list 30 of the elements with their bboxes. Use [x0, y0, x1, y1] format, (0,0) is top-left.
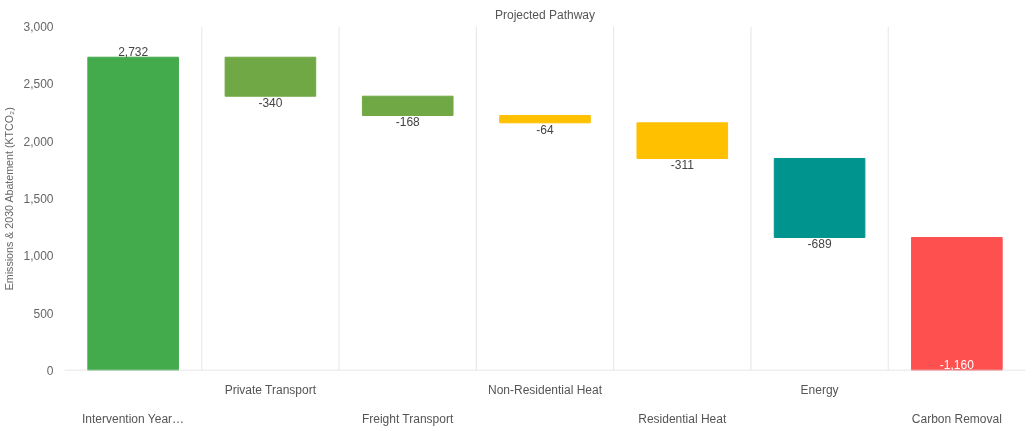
data-label: -64: [536, 122, 554, 137]
y-tick-label: 3,000: [23, 20, 54, 34]
bar: [773, 157, 866, 238]
y-tick-label: 500: [33, 306, 54, 321]
y-tick-label: 2,500: [23, 77, 54, 92]
x-tick-label: Carbon Removal: [911, 411, 1002, 426]
x-tick-label: Freight Transport: [361, 411, 454, 426]
chart-title: Projected Pathway: [494, 7, 596, 22]
x-tick-label: Private Transport: [224, 382, 317, 397]
bar: [636, 122, 729, 159]
data-label: -1,160: [939, 357, 975, 372]
data-label: -340: [258, 95, 283, 110]
x-tick-label: Non-Residential Heat: [487, 382, 603, 397]
y-tick-label: 1,500: [23, 192, 54, 206]
bar: [361, 95, 454, 116]
x-tick-label: Intervention Year…: [82, 411, 185, 426]
bar: [499, 114, 591, 124]
data-label: -689: [807, 237, 832, 252]
bar: [224, 56, 317, 97]
y-axis-title: Emissions & 2030 Abatement (KTCO₂): [3, 107, 16, 291]
y-tick-label: 1,000: [23, 249, 54, 264]
bar: [87, 56, 179, 371]
y-tick-label: 2,000: [23, 134, 54, 149]
y-tick-label: 0: [46, 364, 54, 378]
x-tick-label: Energy: [800, 382, 839, 397]
x-tick-label: Residential Heat: [638, 411, 727, 426]
data-label: -311: [670, 158, 695, 173]
bar: [911, 236, 1003, 371]
data-label: 2,732: [118, 44, 149, 59]
data-label: -168: [395, 115, 421, 130]
